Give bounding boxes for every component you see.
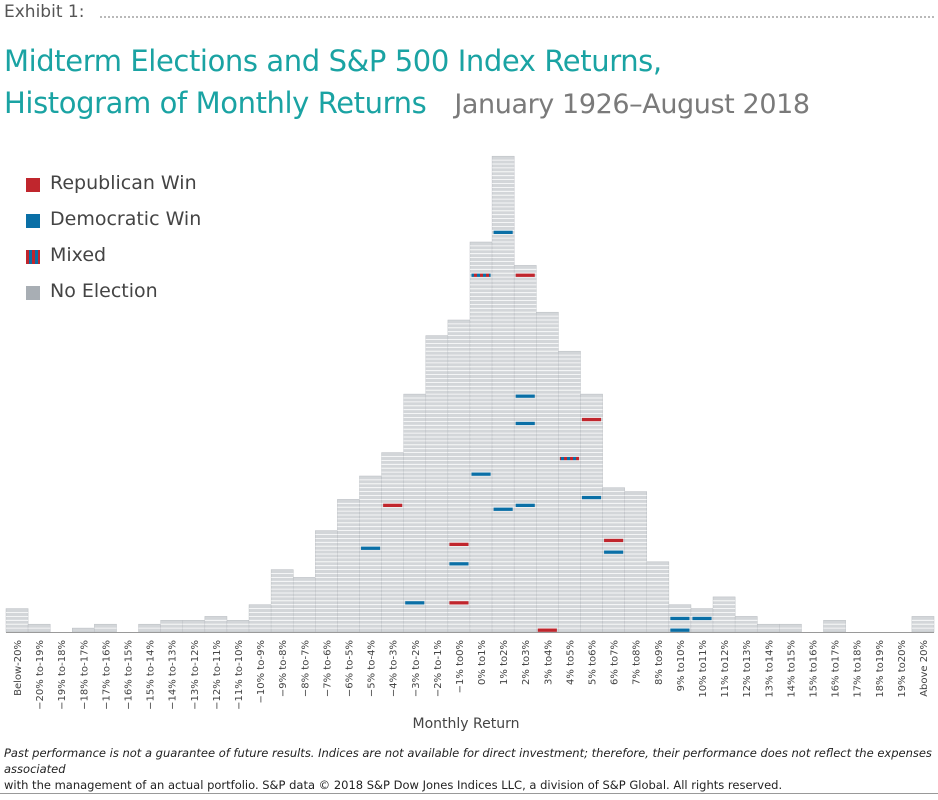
x-axis-title: Monthly Return	[413, 716, 520, 732]
bar-10	[226, 620, 250, 633]
highlight-republican-14	[537, 628, 557, 632]
x-tick-label: 6% to7%	[610, 640, 621, 685]
bar-26	[580, 393, 603, 633]
bar-27	[602, 487, 625, 633]
x-tick-label: −2% to-1%	[433, 640, 444, 697]
highlight-democratic-11	[515, 421, 535, 426]
x-tick-label: 5% to6%	[588, 640, 599, 685]
bar-32	[712, 596, 736, 633]
highlight-democratic-8	[493, 507, 513, 511]
highlight-democratic-4	[449, 562, 469, 566]
x-tick-label: 18% to19%	[875, 640, 886, 698]
x-tick-label: 9% to10%	[676, 640, 687, 691]
x-tick-label: Below-20%	[13, 640, 24, 696]
x-tick-label: 4% to5%	[565, 640, 576, 685]
x-tick-label: −3% to-2%	[411, 640, 422, 697]
highlight-democratic-2	[405, 601, 425, 605]
histogram-chart: Below-20% −20% to-19% −19% to-18% −18% to-1…	[5, 155, 935, 732]
x-tick-label: 8% to9%	[654, 640, 665, 685]
highlight-democratic-16	[581, 495, 602, 500]
date-range: January 1926–August 2018	[454, 89, 810, 120]
x-tick-label: −10% to-9%	[256, 640, 267, 703]
highlight-democratic-12	[515, 394, 535, 398]
x-tick-label: −15% to-14%	[146, 640, 157, 710]
bar-7	[160, 620, 184, 633]
title-line-1: Midterm Elections and S&P 500 Index Retu…	[4, 44, 662, 78]
header-dotted-rule	[100, 16, 934, 18]
x-tick-label: −18% to-17%	[79, 640, 90, 710]
x-tick-label: 12% to13%	[742, 640, 753, 698]
footnote-source: with the management of an actual portfol…	[4, 778, 783, 792]
highlight-republican-1	[383, 503, 403, 507]
x-tick-label: −14% to-13%	[168, 640, 179, 710]
x-tick-label: 0% to1%	[477, 640, 488, 685]
bar-18	[403, 393, 427, 633]
bar-37	[823, 620, 846, 633]
highlight-republican-13	[515, 273, 535, 277]
x-tick-label: −8% to-7%	[300, 640, 311, 697]
x-tick-label: 15% to16%	[808, 640, 819, 698]
highlight-democratic-18	[604, 550, 624, 554]
x-tick-label: Above 20%	[919, 640, 930, 697]
highlight-mixed-7	[471, 273, 491, 277]
x-tick-label: 1% to2%	[499, 640, 510, 685]
legend-label-no-election: No Election	[50, 280, 158, 302]
legend-label-mixed: Mixed	[50, 244, 107, 266]
x-tick-label: −9% to-8%	[278, 640, 289, 697]
x-tick-label: 19% to20%	[897, 640, 908, 698]
highlight-republican-17	[581, 417, 602, 422]
x-tick-label: −13% to-12%	[190, 640, 201, 710]
x-tick-label: −5% to-4%	[367, 640, 378, 697]
x-tick-label: 2% to3%	[521, 640, 532, 685]
x-tick-label: −6% to-5%	[344, 640, 355, 697]
highlight-democratic-9	[493, 230, 513, 234]
legend-swatch-mixed	[26, 250, 40, 264]
legend-label-republican: Republican Win	[50, 172, 197, 194]
legend-swatch-republican	[26, 178, 40, 192]
bar-3	[72, 627, 95, 633]
x-tick-label: −4% to-3%	[389, 640, 400, 697]
bar-8	[182, 620, 206, 633]
x-tick-label: 11% to12%	[720, 640, 731, 698]
bottom-rule	[0, 793, 938, 794]
highlight-republican-5	[449, 542, 469, 546]
legend-label-democratic: Democratic Win	[50, 208, 202, 230]
highlight-democratic-21	[670, 616, 690, 621]
highlight-democratic-22	[692, 616, 712, 621]
x-tick-label: 10% to11%	[698, 640, 709, 698]
footnote: Past performance is not a guarantee of f…	[4, 745, 936, 793]
x-tick-label: 16% to17%	[831, 640, 842, 698]
x-tick-label: 17% to18%	[853, 640, 864, 698]
chart-title: Midterm Elections and S&P 500 Index Retu…	[4, 40, 810, 126]
x-tick-label: 3% to4%	[543, 640, 554, 685]
highlight-democratic-10	[515, 503, 535, 507]
x-tick-label: 14% to15%	[786, 640, 797, 698]
x-tick-label: −11% to-10%	[234, 640, 245, 710]
x-tick-label: −19% to-18%	[57, 640, 68, 710]
footnote-disclaimer: Past performance is not a guarantee of f…	[4, 746, 932, 776]
x-tick-label: 13% to14%	[764, 640, 775, 698]
x-tick-label: 7% to8%	[632, 640, 643, 685]
title-line-2: Histogram of Monthly Returns January 1926…	[4, 82, 810, 126]
title-line-2-text: Histogram of Monthly Returns	[4, 86, 427, 120]
x-tick-label: −17% to-16%	[101, 640, 112, 710]
highlight-republican-19	[604, 538, 624, 543]
x-tick-label: −20% to-19%	[35, 640, 46, 710]
x-tick-label: −7% to-6%	[322, 640, 333, 697]
exhibit-label: Exhibit 1:	[4, 2, 85, 22]
highlight-democratic-20	[670, 628, 690, 632]
legend-swatch-democratic	[26, 214, 40, 228]
x-tick-label: −16% to-15%	[124, 640, 135, 710]
highlight-mixed-15	[559, 456, 579, 461]
highlight-democratic-0	[361, 546, 381, 550]
legend-swatch-no-election	[26, 286, 40, 300]
highlight-democratic-6	[471, 472, 491, 476]
highlight-republican-3	[449, 601, 469, 605]
x-tick-label: −1% to0%	[455, 640, 466, 693]
x-tick-label: −12% to-11%	[212, 640, 223, 710]
